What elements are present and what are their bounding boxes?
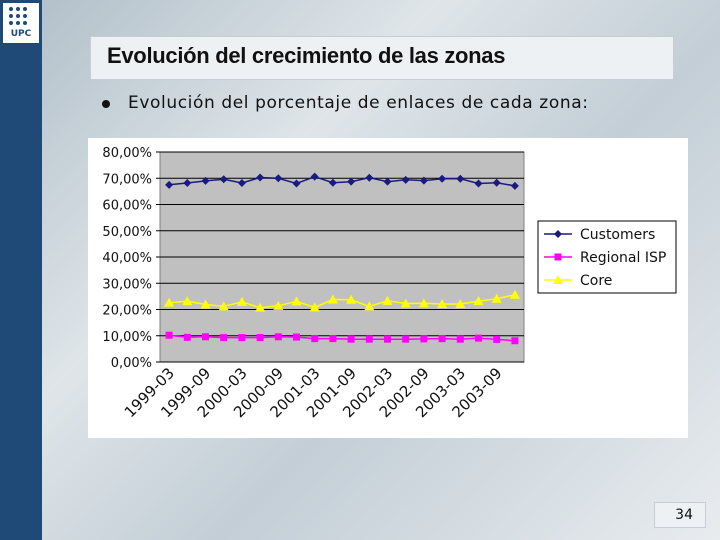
data-point [456,174,465,183]
data-point [437,298,448,308]
bullet-icon [102,100,110,108]
data-point [183,178,192,187]
legend-marker [554,253,562,261]
data-point [309,302,320,312]
data-point [255,302,266,312]
data-point [165,180,174,189]
data-point [473,296,484,306]
y-tick-label: 0,00% [111,356,152,371]
data-point [220,334,228,342]
data-point [202,333,209,341]
data-point [218,301,229,311]
data-point [492,178,501,187]
data-point [182,296,193,306]
logo-text: UPC [10,29,32,39]
legend-label: Core [580,273,612,289]
data-point [364,301,375,311]
y-tick-label: 20,00% [102,304,152,319]
y-tick-label: 30,00% [102,277,152,292]
data-point [256,173,265,182]
data-point [165,331,173,339]
data-point [310,172,319,181]
data-point [346,294,357,304]
y-tick-label: 40,00% [102,251,152,266]
data-point [236,296,247,306]
data-point [164,297,175,307]
y-tick-label: 80,00% [102,146,152,161]
y-tick-label: 60,00% [102,199,152,214]
series-line [169,294,516,309]
data-point [347,177,356,186]
data-point [274,333,282,341]
data-point [509,289,520,299]
data-point [438,335,446,343]
data-point [418,298,429,308]
data-point [474,179,483,188]
bullet-text: Evolución del porcentaje de enlaces de c… [128,93,589,113]
data-point [400,298,411,308]
data-point [347,335,355,343]
legend-marker [554,230,562,238]
data-point [384,335,391,343]
data-point [456,335,464,343]
data-point [256,334,264,342]
data-point [365,335,373,343]
data-point [510,181,519,190]
y-tick-label: 10,00% [102,330,152,345]
data-point [475,334,482,342]
data-point [382,295,393,305]
data-point [311,335,319,343]
data-point [327,294,338,304]
data-point [328,178,337,187]
logo-dots-icon [9,7,33,27]
data-point [237,178,246,187]
data-point [420,335,428,343]
data-point [329,335,337,343]
data-point [293,333,300,341]
left-brand-strip: UPC [0,0,42,540]
data-point [292,179,301,188]
title-bar: Evolución del crecimiento de las zonas [90,36,674,80]
data-point [493,335,501,343]
data-point [274,174,283,183]
data-point [219,175,228,184]
slide-title: Evolución del crecimiento de las zonas [107,43,506,68]
data-point [365,173,374,182]
data-point [511,337,519,345]
data-point [401,175,410,184]
y-tick-label: 70,00% [102,172,152,187]
page-number-box: 34 [654,502,706,528]
legend-label: Regional ISP [580,250,666,266]
data-point [291,296,302,306]
upc-logo: UPC [3,3,39,43]
data-point [201,176,210,185]
page-number: 34 [675,507,693,523]
data-point [491,293,502,303]
data-point [273,300,284,310]
data-point [402,335,410,343]
legend-label: Customers [580,227,655,243]
data-point [383,177,392,186]
data-point [238,334,246,342]
legend-marker [553,275,563,284]
data-point [455,298,466,308]
data-point [419,176,428,185]
y-tick-label: 50,00% [102,225,152,240]
data-point [438,174,447,183]
data-point [200,299,211,309]
data-point [183,333,191,341]
